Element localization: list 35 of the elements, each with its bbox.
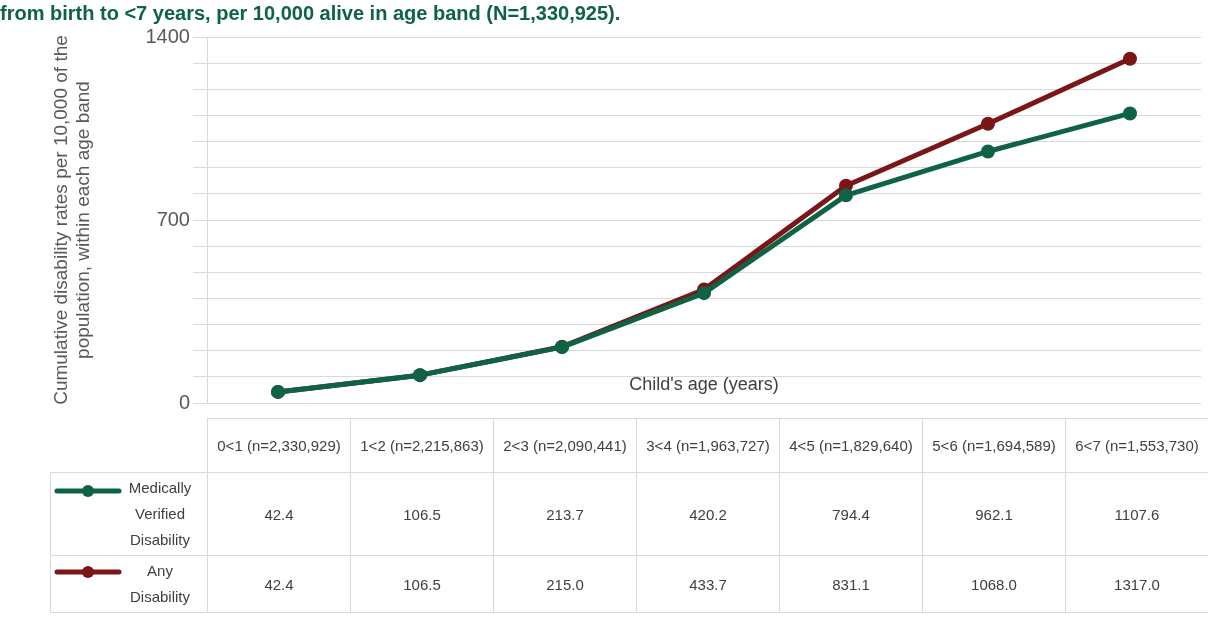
legend-label: Any Disability <box>53 558 205 610</box>
data-label: 42.4 <box>207 555 351 613</box>
point <box>1123 106 1137 121</box>
x-axis-title: Child's age (years) <box>629 374 779 395</box>
data-label: 433.7 <box>636 555 780 613</box>
x-tick-label: 0<1 (n=2,330,929) <box>207 418 351 473</box>
point <box>697 286 711 301</box>
data-label: 420.2 <box>636 472 780 556</box>
data-label: 215.0 <box>493 555 637 613</box>
data-label: 794.4 <box>779 472 923 556</box>
data-label: 1068.0 <box>922 555 1066 613</box>
x-tick-label: 4<5 (n=1,829,640) <box>779 418 923 473</box>
legend-label: Medically Verified Disability <box>53 475 205 553</box>
point <box>839 188 853 203</box>
data-label: 106.5 <box>350 555 494 613</box>
y-tick-label: 700 <box>156 207 190 230</box>
x-tick-label: 1<2 (n=2,215,863) <box>350 418 494 473</box>
y-axis-title: Cumulative disability rates per 10,000 of the population, within each age band <box>49 35 94 405</box>
data-label: 1317.0 <box>1065 555 1208 613</box>
y-tick-label: 0 <box>178 390 190 413</box>
point <box>981 144 995 159</box>
chart-title: from birth to <7 years, per 10,000 alive in age band (N=1,330,925). <box>0 1 621 26</box>
point <box>981 116 995 131</box>
data-label: 213.7 <box>493 472 637 556</box>
y-tick-label: 1400 <box>145 24 190 47</box>
x-tick-label: 6<7 (n=1,553,730) <box>1065 418 1208 473</box>
x-tick-label: 5<6 (n=1,694,589) <box>922 418 1066 473</box>
point <box>1123 51 1137 66</box>
data-label: 1107.6 <box>1065 472 1208 556</box>
data-label: 962.1 <box>922 472 1066 556</box>
data-label: 42.4 <box>207 472 351 556</box>
data-label: 106.5 <box>350 472 494 556</box>
x-tick-label: 3<4 (n=1,963,727) <box>636 418 780 473</box>
data-label: 831.1 <box>779 555 923 613</box>
x-tick-label: 2<3 (n=2,090,441) <box>493 418 637 473</box>
